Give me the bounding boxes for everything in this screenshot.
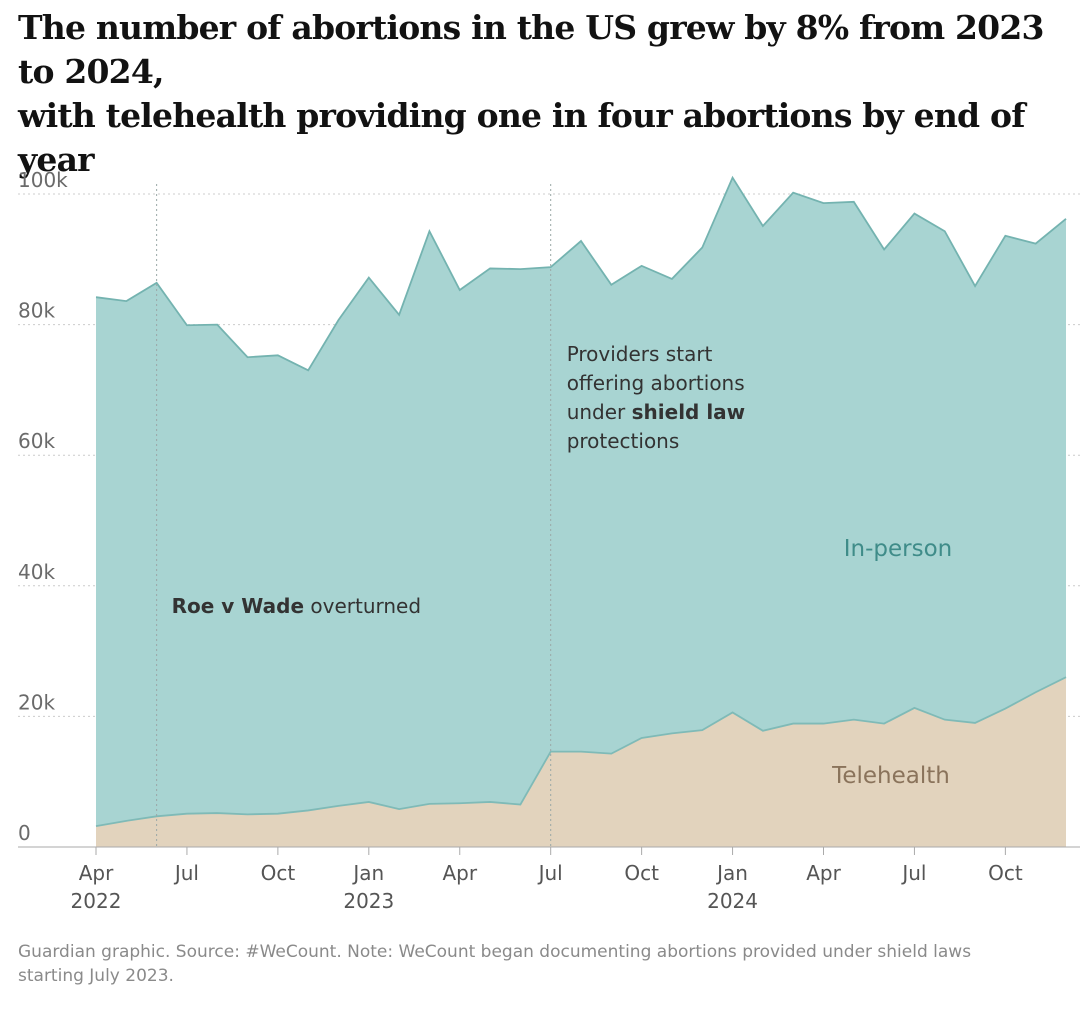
x-tick-label: Jul bbox=[173, 861, 199, 885]
x-axis: Apr 2022 Jul Oct Jan 2023 Apr Jul Oct Jan 2024 Apr J… bbox=[18, 846, 1080, 913]
y-tick-label: 20k bbox=[18, 690, 55, 714]
annotation-lines bbox=[156, 184, 552, 847]
area-in-person bbox=[96, 177, 1066, 848]
x-tick-label: Apr bbox=[442, 861, 477, 885]
series-label-telehealth: Telehealth bbox=[831, 763, 950, 789]
chart-title-line-2: with telehealth providing one in four ab… bbox=[18, 96, 1025, 179]
x-tick-label: Oct bbox=[261, 861, 296, 885]
y-tick-label: 60k bbox=[18, 429, 55, 453]
stacked-area-chart: Apr 2022 Jul Oct Jan 2023 Apr Jul Oct Jan 2024 Apr J… bbox=[18, 168, 1080, 913]
x-tick-year: 2023 bbox=[343, 889, 394, 913]
line-telehealth bbox=[95, 676, 1067, 827]
x-tick-label: Apr bbox=[806, 861, 841, 885]
x-tick-label: Oct bbox=[624, 861, 659, 885]
line-total bbox=[95, 175, 1067, 372]
annotation-roe-v-wade: Roe v Wade overturned bbox=[172, 594, 421, 618]
x-tick-year: 2024 bbox=[707, 889, 758, 913]
source-note-line-2: starting July 2023. bbox=[18, 966, 174, 986]
x-tick-label: Jan bbox=[715, 861, 748, 885]
source-note-line-1: Guardian graphic. Source: #WeCount. Note… bbox=[18, 942, 972, 962]
annotation-shield-law: Providers start offering abortions under s… bbox=[567, 342, 745, 453]
x-tick-label: Jul bbox=[537, 861, 563, 885]
y-axis-labels: 0 20k 40k 60k 80k 100k bbox=[18, 168, 68, 845]
y-tick-label: 0 bbox=[18, 821, 31, 845]
x-tick-label: Jan bbox=[351, 861, 384, 885]
y-tick-label: 40k bbox=[18, 560, 55, 584]
area-telehealth bbox=[96, 677, 1066, 847]
y-tick-label: 100k bbox=[18, 168, 68, 192]
y-tick-label: 80k bbox=[18, 299, 55, 323]
series-label-in-person: In-person bbox=[844, 536, 953, 562]
chart-title-line-1: The number of abortions in the US grew b… bbox=[18, 8, 1044, 91]
chart-title: The number of abortions in the US grew b… bbox=[18, 6, 1068, 182]
x-tick-label: Oct bbox=[988, 861, 1023, 885]
x-tick-label: Jul bbox=[900, 861, 926, 885]
x-tick-label: Apr bbox=[79, 861, 114, 885]
source-note: Guardian graphic. Source: #WeCount. Note… bbox=[18, 940, 1068, 988]
x-tick-year: 2022 bbox=[71, 889, 122, 913]
annotations: Roe v Wade overturned Providers start offe… bbox=[172, 342, 953, 789]
areas bbox=[95, 175, 1067, 848]
